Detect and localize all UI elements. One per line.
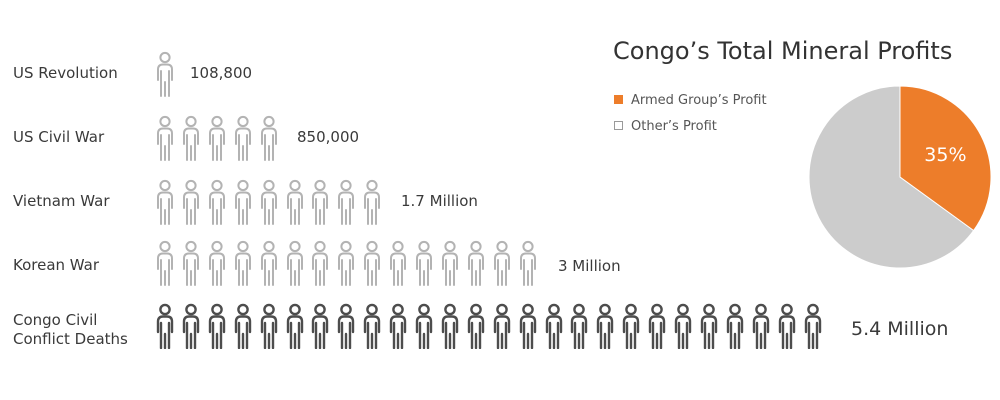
person-icon bbox=[181, 303, 201, 349]
legend-swatch-others bbox=[614, 121, 623, 130]
person-icon bbox=[285, 303, 305, 349]
person-icon bbox=[414, 303, 434, 349]
person-icon bbox=[440, 240, 460, 286]
person-icon bbox=[259, 240, 279, 286]
person-icon bbox=[673, 303, 693, 349]
row-label-congo-civil-conflict: Congo Civil Conflict Deaths bbox=[13, 311, 128, 348]
row-label-korean-war: Korean War bbox=[13, 256, 100, 274]
person-icon bbox=[207, 240, 227, 286]
person-icon bbox=[155, 51, 175, 97]
person-icon bbox=[595, 303, 615, 349]
person-icon bbox=[492, 240, 512, 286]
person-icon bbox=[155, 179, 175, 225]
legend-swatch-armed-group bbox=[614, 95, 623, 104]
person-icon bbox=[569, 303, 589, 349]
person-icon bbox=[544, 303, 564, 349]
person-icon bbox=[388, 303, 408, 349]
person-icon bbox=[207, 115, 227, 161]
row-value-congo-civil-conflict: 5.4 Million bbox=[851, 318, 949, 340]
person-icon bbox=[207, 179, 227, 225]
pie-slice-others bbox=[808, 85, 975, 269]
person-icon bbox=[388, 240, 408, 286]
person-icon bbox=[362, 179, 382, 225]
person-icon bbox=[518, 303, 538, 349]
person-icon bbox=[336, 240, 356, 286]
person-icon bbox=[233, 179, 253, 225]
person-icon bbox=[362, 303, 382, 349]
row-value-vietnam-war: 1.7 Million bbox=[401, 192, 478, 210]
person-icon bbox=[621, 303, 641, 349]
person-icon bbox=[647, 303, 667, 349]
person-icon bbox=[181, 179, 201, 225]
person-icon bbox=[155, 240, 175, 286]
person-icon bbox=[492, 303, 512, 349]
person-icon bbox=[725, 303, 745, 349]
legend-item-armed-group: Armed Group’s Profit bbox=[614, 93, 767, 108]
person-icon bbox=[803, 303, 823, 349]
mineral-profit-pie: 35% bbox=[808, 85, 992, 269]
person-icon bbox=[155, 303, 175, 349]
row-value-us-civil-war: 850,000 bbox=[297, 128, 360, 146]
person-icon bbox=[310, 179, 330, 225]
person-icon bbox=[440, 303, 460, 349]
person-icon bbox=[285, 240, 305, 286]
row-label-vietnam-war: Vietnam War bbox=[13, 192, 110, 210]
row-label-us-civil-war: US Civil War bbox=[13, 128, 105, 146]
person-icon bbox=[699, 303, 719, 349]
person-icon bbox=[466, 240, 486, 286]
person-icon bbox=[233, 240, 253, 286]
person-icon bbox=[259, 115, 279, 161]
pie-slice-armed-group bbox=[899, 85, 992, 232]
pie-title: Congo’s Total Mineral Profits bbox=[613, 37, 953, 65]
person-icon bbox=[233, 303, 253, 349]
legend-item-others: Other’s Profit bbox=[614, 119, 717, 134]
person-icon bbox=[777, 303, 797, 349]
pie-slice-label: 35% bbox=[924, 144, 966, 166]
legend-label-others: Other’s Profit bbox=[631, 119, 717, 134]
person-icon bbox=[181, 240, 201, 286]
person-icon bbox=[518, 240, 538, 286]
row-value-korean-war: 3 Million bbox=[558, 257, 621, 275]
row-label-us-revolution: US Revolution bbox=[13, 64, 118, 82]
legend-label-armed-group: Armed Group’s Profit bbox=[631, 93, 767, 108]
person-icon bbox=[207, 303, 227, 349]
person-icon bbox=[362, 240, 382, 286]
person-icon bbox=[466, 303, 486, 349]
person-icon bbox=[259, 179, 279, 225]
person-icon bbox=[233, 115, 253, 161]
row-value-us-revolution: 108,800 bbox=[190, 64, 253, 82]
person-icon bbox=[310, 303, 330, 349]
person-icon bbox=[181, 115, 201, 161]
person-icon bbox=[336, 179, 356, 225]
person-icon bbox=[259, 303, 279, 349]
person-icon bbox=[285, 179, 305, 225]
person-icon bbox=[336, 303, 356, 349]
person-icon bbox=[751, 303, 771, 349]
person-icon bbox=[310, 240, 330, 286]
person-icon bbox=[414, 240, 434, 286]
person-icon bbox=[155, 115, 175, 161]
